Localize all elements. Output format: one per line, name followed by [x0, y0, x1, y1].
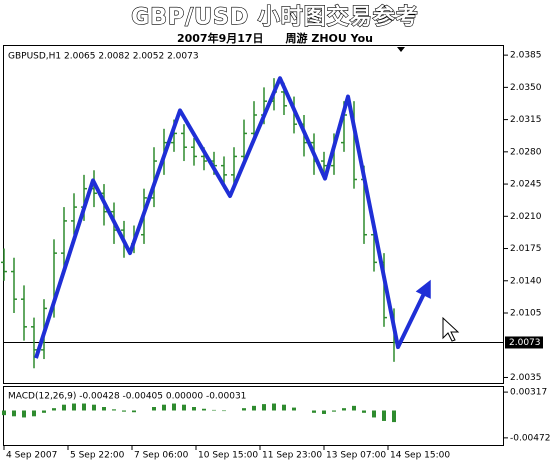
macd-bar [152, 407, 156, 411]
macd-bar [102, 407, 106, 411]
zigzag-arrow [415, 279, 431, 299]
x-tick-label: 4 Sep 2007 [6, 451, 57, 461]
macd-bar [62, 404, 66, 411]
cursor [442, 316, 460, 342]
y-tick-label: 2.0280 [510, 147, 542, 157]
macd-bar [132, 410, 136, 413]
macd-bar [92, 404, 96, 411]
macd-bar [362, 410, 366, 413]
macd-bar [352, 405, 356, 411]
macd-bar [22, 410, 26, 418]
macd-bar [2, 410, 6, 416]
macd-bar [12, 410, 16, 417]
x-tick-label: 10 Sep 15:00 [198, 451, 258, 461]
x-tick-label: 11 Sep 23:00 [262, 451, 322, 461]
macd-bar [202, 408, 206, 411]
macd-bar [192, 407, 196, 411]
macd-panel [3, 386, 504, 446]
y-tick-label: 2.0315 [510, 115, 542, 125]
macd-bar [172, 403, 176, 411]
y-tick-label: 2.0105 [510, 309, 542, 319]
macd-bar [332, 410, 336, 412]
macd-bar [292, 407, 296, 411]
macd-bar [382, 410, 386, 421]
macd-tick-label: -0.00472 [510, 433, 550, 443]
macd-bar [252, 405, 256, 411]
chart-title: GBP/USD 小时图交易参考 [131, 4, 419, 30]
y-tick-label: 2.0175 [510, 244, 542, 254]
macd-bar [52, 408, 56, 411]
x-tick-label: 14 Sep 15:00 [390, 451, 450, 461]
zigzag-line [34, 76, 430, 359]
macd-bar [182, 404, 186, 411]
last-price-label: 2.0073 [509, 338, 541, 348]
chart-subtitle: 2007年9月17日 周游 ZHOU You [177, 31, 373, 45]
macd-bar [342, 408, 346, 411]
macd-bar [272, 403, 276, 411]
shift-marker [397, 47, 405, 52]
x-tick-label: 13 Sep 07:00 [326, 451, 386, 461]
y-tick-label: 2.0385 [510, 51, 542, 61]
macd-bar [32, 410, 36, 417]
y-tick-label: 2.0210 [510, 212, 542, 222]
macd-bar [72, 403, 76, 411]
main-panel [3, 45, 504, 384]
x-tick-label: 5 Sep 22:00 [70, 451, 125, 461]
y-tick-label: 2.0245 [510, 180, 542, 190]
y-tick-label: 2.0350 [510, 83, 542, 93]
macd-bar [162, 404, 166, 411]
macd-bar [282, 404, 286, 411]
x-tick-label: 7 Sep 06:00 [134, 451, 189, 461]
macd-bar [82, 403, 86, 411]
macd-bar [262, 404, 266, 411]
macd-bar [42, 410, 46, 413]
y-tick-label: 2.0140 [510, 276, 542, 286]
macd-bar [122, 410, 126, 412]
macd-bar [312, 410, 316, 413]
macd-bar [212, 409, 216, 411]
info-label: GBPUSD,H1 2.0065 2.0082 2.0052 2.0073 [8, 52, 199, 62]
macd-bar [242, 408, 246, 411]
macd-bar [112, 409, 116, 411]
macd-tick-label: 0.00317 [510, 388, 547, 398]
macd-bar [322, 410, 326, 414]
macd-label: MACD(12,26,9) -0.00428 -0.00405 0.00000 … [8, 392, 246, 402]
macd-bar [392, 410, 396, 423]
macd-bar [372, 410, 376, 418]
y-tick-label: 2.0035 [510, 373, 542, 383]
last-price-box [505, 336, 543, 349]
macd-bar [222, 410, 226, 412]
